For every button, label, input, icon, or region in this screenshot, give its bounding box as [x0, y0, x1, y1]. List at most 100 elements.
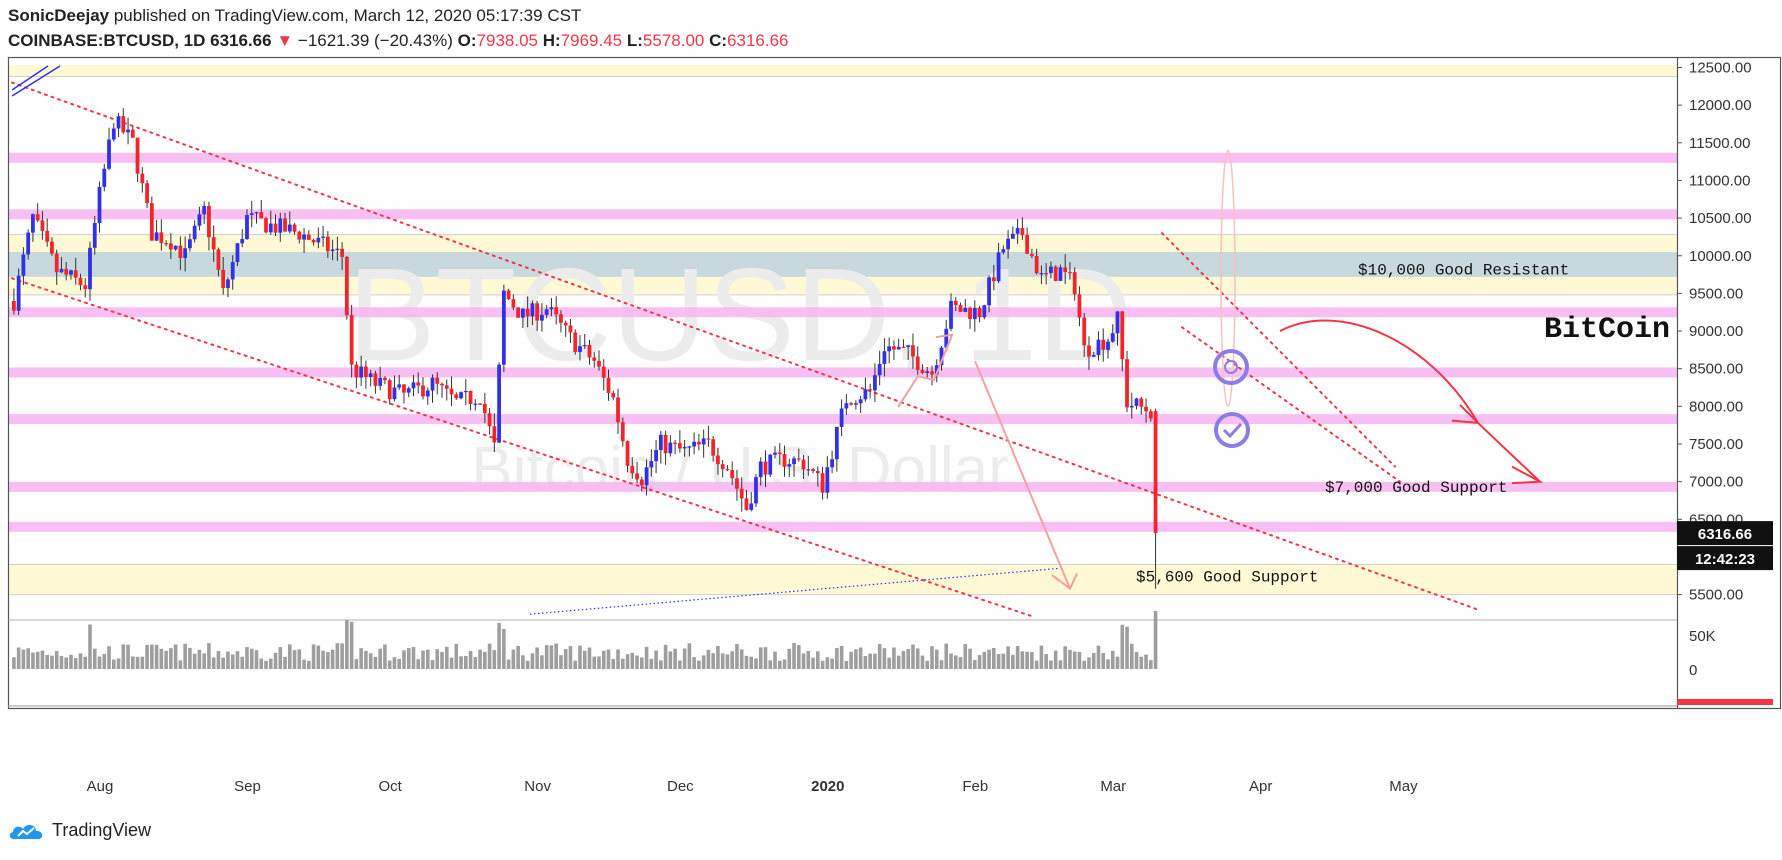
volume-bar [188, 647, 192, 669]
candle [306, 234, 311, 240]
volume-bar [383, 644, 387, 669]
close-label: C: [709, 31, 728, 50]
candle [639, 479, 644, 486]
volume-bar [440, 651, 444, 669]
volume-bar [249, 648, 254, 669]
candle [249, 213, 254, 215]
volume-bar [949, 653, 953, 669]
volume-bar [796, 644, 801, 669]
volume-bar [449, 657, 454, 669]
candle [111, 128, 116, 140]
candle [192, 225, 197, 240]
close-value: 6316.66 [727, 31, 789, 50]
volume-bar [1115, 656, 1120, 669]
volume-bar [335, 643, 340, 669]
candle [1001, 249, 1006, 253]
candle [107, 139, 111, 169]
candle [492, 426, 497, 443]
candle [853, 403, 858, 405]
volume-bar [226, 651, 230, 669]
tradingview-logo[interactable]: TradingView [8, 820, 151, 841]
volume-bar [178, 660, 183, 669]
candle [278, 218, 283, 233]
candle [416, 382, 421, 386]
purple-circle [1213, 349, 1249, 385]
volume-bar [992, 647, 996, 669]
candle [730, 470, 735, 479]
volume-bar [1149, 660, 1153, 669]
price-change: −1621.39 (−20.43%) [297, 31, 453, 50]
volume-bar [406, 648, 411, 669]
volume-bar [973, 659, 977, 669]
candle [354, 364, 359, 378]
candle [511, 299, 516, 308]
volume-bar [307, 660, 311, 669]
volume-bar [711, 653, 715, 669]
candle [982, 305, 987, 318]
cloud-icon [9, 824, 43, 839]
candle [735, 478, 739, 489]
forecast-line [1477, 422, 1541, 483]
author-name[interactable]: SonicDeejay [8, 6, 110, 25]
candle [54, 253, 59, 273]
candle [383, 377, 387, 381]
candle [692, 441, 697, 447]
candle [549, 307, 554, 310]
candle [1020, 227, 1025, 236]
candle [159, 232, 164, 244]
volume-bar [1068, 649, 1072, 669]
time-tick-label: Apr [1249, 778, 1272, 795]
candle [654, 450, 658, 462]
time-tick-label: 2020 [811, 778, 844, 795]
price-tick-label: 10500.00 [1689, 210, 1752, 227]
volume-bar [535, 647, 539, 669]
candle [406, 388, 411, 393]
candle [1115, 311, 1120, 334]
volume-bar [530, 653, 535, 669]
volume-bar [915, 648, 920, 669]
volume-bar [777, 660, 782, 669]
volume-bar [169, 648, 173, 669]
volume-bar [92, 648, 97, 669]
volume-bar [911, 644, 915, 669]
candle [26, 232, 31, 255]
volume-bar [716, 645, 720, 669]
candle [207, 205, 211, 238]
publish-info: SonicDeejay published on TradingView.com… [8, 6, 581, 26]
volume-bar [387, 660, 392, 669]
candle [663, 434, 668, 454]
volume-bar [1106, 659, 1110, 669]
symbol-info: COINBASE:BTCUSD, 1D 6316.66 ▼ −1621.39 (… [8, 31, 789, 51]
volume-bar [268, 658, 273, 669]
candle [520, 308, 525, 318]
candle [1120, 311, 1125, 360]
volume-bar [854, 649, 858, 669]
candle [578, 346, 582, 353]
volume-bar [1120, 624, 1125, 669]
volume-bar [430, 660, 435, 669]
candle [164, 243, 169, 245]
volume-bar [687, 643, 692, 669]
volume-bar [373, 656, 378, 669]
candle [69, 270, 73, 275]
volume-bar [1049, 660, 1053, 669]
volume-bar [50, 655, 54, 669]
volume-bar [578, 645, 582, 669]
candle [1148, 411, 1153, 419]
volume-bar [192, 653, 197, 669]
price-tick-label: 7000.00 [1689, 474, 1743, 491]
candle [187, 239, 192, 249]
volume-bar [730, 651, 734, 669]
volume-bar [968, 648, 972, 669]
volume-bar [31, 652, 35, 669]
level-line [9, 209, 1677, 220]
candle [544, 309, 549, 315]
volume-bar [73, 658, 78, 669]
volume-bar [245, 647, 249, 669]
volume-bar [887, 657, 891, 669]
candle [240, 238, 245, 244]
level-line [9, 152, 1677, 163]
volume-bar [321, 650, 325, 669]
candle [273, 223, 278, 233]
